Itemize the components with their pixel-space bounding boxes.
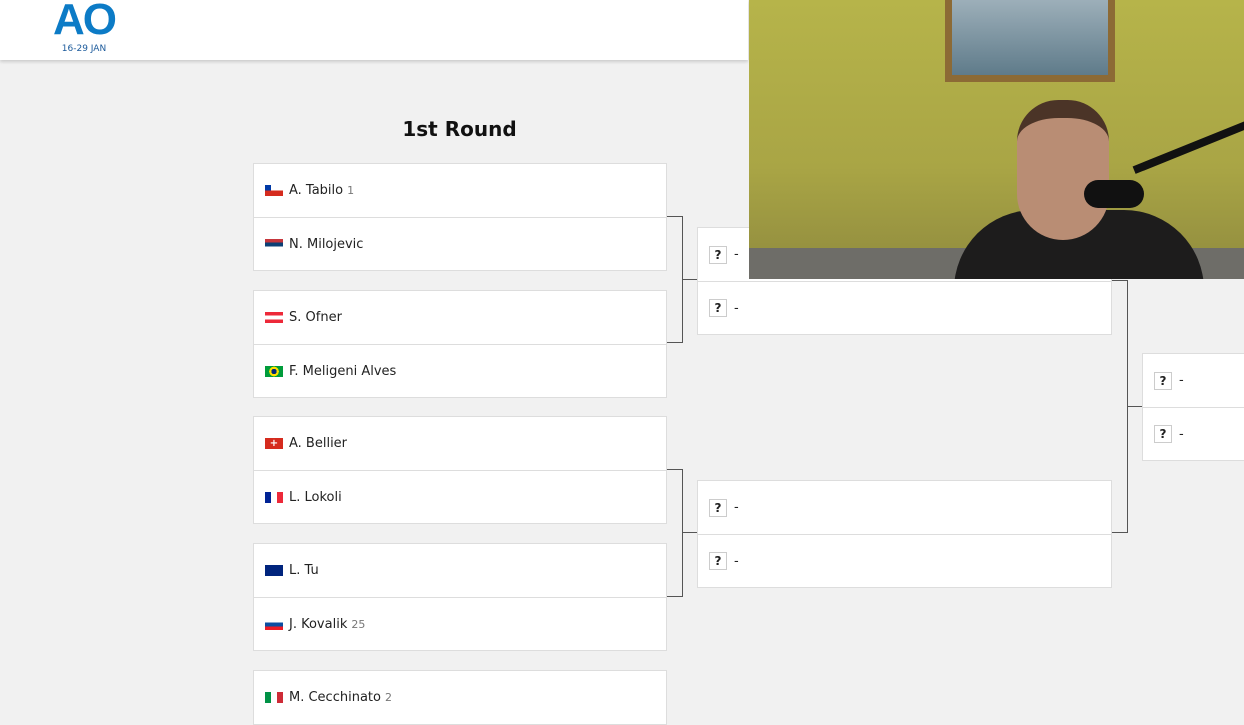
bracket-connector [682,469,683,597]
player-name: - [1179,373,1184,388]
player-name: - [734,500,739,515]
microphone [1084,180,1144,208]
tbd-player-row[interactable]: ? - [698,281,1111,334]
bracket-connector [1112,280,1128,281]
player-name: L. Tu [289,563,319,578]
player-name: J. Kovalik [289,616,348,632]
match: L. Tu J. Kovalik 25 [253,543,667,651]
seed: 2 [384,691,392,704]
webcam-overlay [749,0,1244,279]
ao-logo[interactable]: AO 16-29 JAN [44,0,124,58]
player-name: - [734,553,739,569]
unknown-player-icon: ? [709,552,727,570]
player-row[interactable]: N. Milojevic [254,217,666,270]
wall-painting [945,0,1115,82]
header: AO 16-29 JAN [0,0,748,60]
player-name: F. Meligeni Alves [289,363,397,379]
player-row[interactable]: F. Meligeni Alves [254,344,666,397]
bracket-connector [682,279,697,280]
bracket-connector [1127,406,1142,407]
flag-brazil-icon [265,365,283,377]
round-title: 1st Round [402,117,517,141]
player-name: - [734,300,739,316]
unknown-player-icon: ? [1154,371,1172,390]
seed: 25 [351,617,366,631]
player-name: N. Milojevic [289,236,364,252]
bracket-connector [667,596,683,597]
match: S. Ofner F. Meligeni Alves [253,290,667,398]
flag-serbia-icon [265,238,283,250]
player-name: - [734,247,739,262]
bracket-connector [667,469,683,470]
player-name: A. Bellier [289,436,348,451]
flag-austria-icon [265,312,283,323]
tbd-player-row[interactable]: ? - [1143,407,1244,460]
player-row[interactable]: M. Cecchinato 2 [254,671,666,724]
player-name: - [1179,426,1184,442]
mic-arm [1132,114,1244,174]
player-name: S. Ofner [289,310,342,325]
flag-france-icon [265,491,283,503]
unknown-player-icon: ? [709,498,727,517]
bracket-connector [682,532,697,533]
match: + A. Bellier L. Lokoli [253,416,667,524]
tbd-player-row[interactable]: ? - [698,228,1111,281]
unknown-player-icon: ? [1154,425,1172,443]
match: A. Tabilo 1 N. Milojevic [253,163,667,271]
player-row[interactable]: J. Kovalik 25 [254,597,666,650]
person-head [1017,100,1109,240]
flag-australia-icon [265,565,283,576]
player-row[interactable]: S. Ofner [254,291,666,344]
flag-italy-icon [265,692,283,703]
bracket-connector [667,342,683,343]
player-name: L. Lokoli [289,489,342,505]
tbd-player-row[interactable]: ? - [698,534,1111,587]
player-row[interactable]: L. Lokoli [254,470,666,523]
flag-slovakia-icon [265,618,283,630]
bracket-connector [1112,532,1128,533]
player-row[interactable]: + A. Bellier [254,417,666,470]
player-name: M. Cecchinato [289,690,381,705]
player-row[interactable]: L. Tu [254,544,666,597]
player-name: A. Tabilo [289,183,344,198]
unknown-player-icon: ? [709,245,727,264]
match-tbd: ? -? - [1142,353,1244,461]
bracket-connector [667,216,683,217]
unknown-player-icon: ? [709,299,727,317]
event-dates: 16-29 JAN [61,44,107,54]
tbd-player-row[interactable]: ? - [698,481,1111,534]
tbd-player-row[interactable]: ? - [1143,354,1244,407]
player-row[interactable]: A. Tabilo 1 [254,164,666,217]
flag-switzerland-icon: + [265,438,283,449]
flag-chile-icon [265,185,283,196]
match-tbd: ? -? - [697,480,1112,588]
match: M. Cecchinato 2 [253,670,667,725]
seed: 1 [347,184,355,197]
